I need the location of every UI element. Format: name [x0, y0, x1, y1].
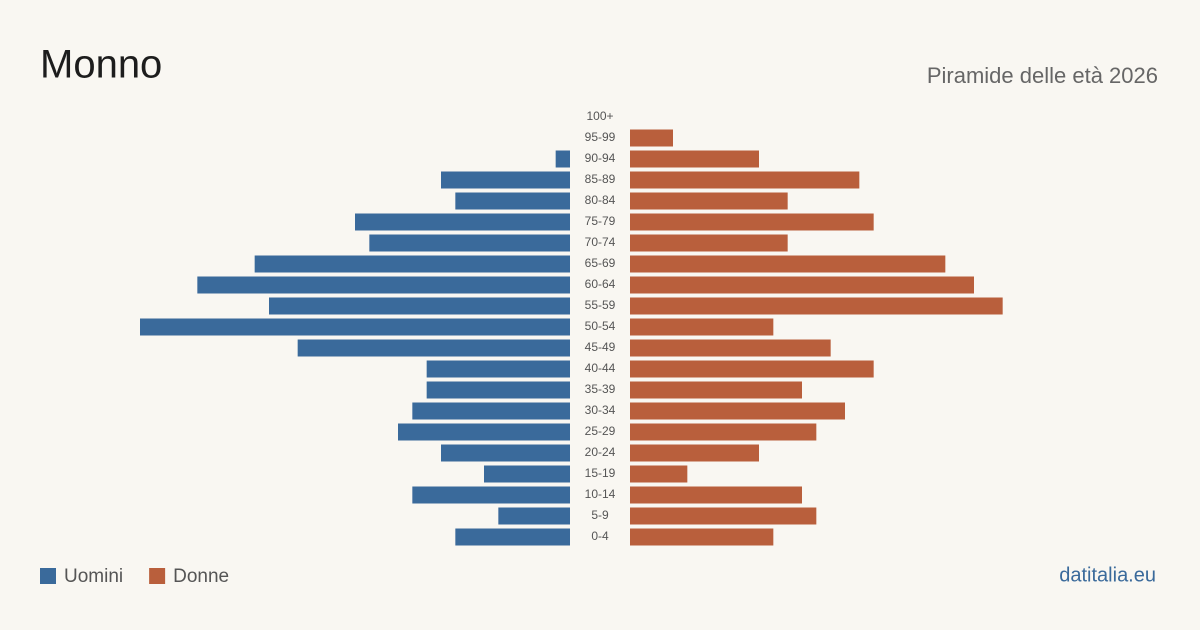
category-label: 95-99: [585, 130, 616, 144]
bar: [630, 171, 860, 189]
bar: [455, 528, 570, 546]
bar: [630, 255, 946, 273]
category-label: 80-84: [585, 193, 616, 207]
chart-title: Monno: [40, 43, 162, 87]
bar: [630, 360, 874, 378]
bar: [269, 297, 570, 315]
bar: [369, 234, 570, 252]
category-label: 55-59: [585, 298, 616, 312]
category-label: 70-74: [585, 235, 616, 249]
chart-subtitle: Piramide delle età 2026: [927, 63, 1158, 88]
bar: [630, 507, 817, 525]
category-label: 100+: [586, 109, 613, 123]
bar: [630, 297, 1003, 315]
category-label: 35-39: [585, 382, 616, 396]
bar: [426, 360, 570, 378]
category-label: 65-69: [585, 256, 616, 270]
bar: [630, 339, 831, 357]
bar: [355, 213, 570, 231]
category-label: 0-4: [591, 529, 609, 543]
category-label: 40-44: [585, 361, 616, 375]
category-label: 50-54: [585, 319, 616, 333]
bar: [630, 402, 845, 420]
bar: [630, 318, 774, 336]
bar: [455, 192, 570, 210]
category-label: 30-34: [585, 403, 616, 417]
bar: [630, 234, 788, 252]
bar: [630, 465, 688, 483]
bar: [630, 381, 802, 399]
category-label: 45-49: [585, 340, 616, 354]
category-label: 25-29: [585, 424, 616, 438]
category-label: 60-64: [585, 277, 616, 291]
bar: [426, 381, 570, 399]
category-label: 75-79: [585, 214, 616, 228]
bar: [630, 213, 874, 231]
legend-swatch: [40, 568, 56, 584]
bar: [441, 171, 570, 189]
bar: [630, 150, 759, 168]
bar: [398, 423, 570, 441]
bar: [441, 444, 570, 462]
category-label: 10-14: [585, 487, 616, 501]
legend-label: Donne: [173, 566, 229, 587]
category-label: 90-94: [585, 151, 616, 165]
bar: [630, 486, 802, 504]
bar: [498, 507, 570, 525]
bar: [197, 276, 571, 294]
bar: [412, 402, 570, 420]
bar: [630, 192, 788, 210]
bar: [630, 444, 759, 462]
legend-label: Uomini: [64, 566, 123, 587]
bar: [254, 255, 570, 273]
bar: [555, 150, 570, 168]
category-label: 5-9: [591, 508, 609, 522]
category-label: 85-89: [585, 172, 616, 186]
bar: [412, 486, 570, 504]
bar: [630, 528, 774, 546]
category-label: 20-24: [585, 445, 616, 459]
bar: [630, 423, 817, 441]
bar: [630, 276, 974, 294]
source: datitalia.eu: [1059, 564, 1156, 586]
bar: [484, 465, 570, 483]
legend-swatch: [149, 568, 166, 584]
bar: [630, 129, 673, 147]
category-label: 15-19: [585, 466, 616, 480]
bar: [140, 318, 570, 336]
bar: [297, 339, 570, 357]
